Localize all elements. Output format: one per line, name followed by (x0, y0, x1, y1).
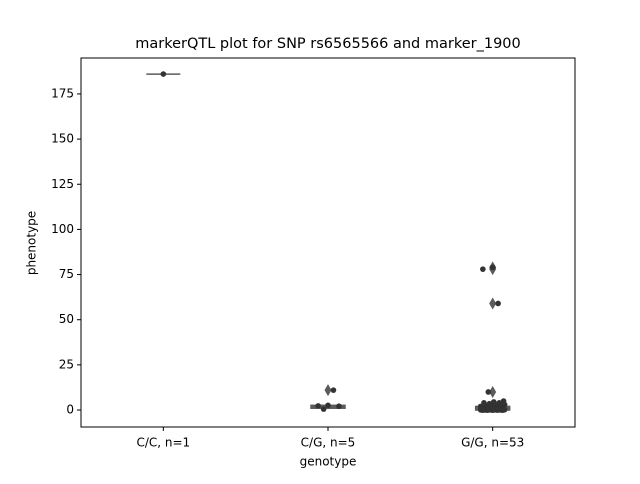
x-axis-label: genotype (300, 455, 357, 469)
strip-point (325, 403, 331, 409)
strip-point (336, 403, 342, 409)
strip-point (490, 265, 496, 271)
strip-point (491, 407, 497, 413)
y-tick-label: 125 (51, 177, 74, 191)
y-tick-label: 100 (51, 222, 74, 236)
chart-title: markerQTL plot for SNP rs6565566 and mar… (135, 36, 521, 52)
chart: markerQTL plot for SNP rs6565566 and mar… (0, 0, 640, 480)
y-tick-label: 50 (59, 312, 74, 326)
y-tick-label: 175 (51, 86, 74, 100)
flier (489, 297, 496, 309)
flier (325, 384, 332, 396)
y-tick-label: 150 (51, 132, 74, 146)
y-axis-label: phenotype (25, 211, 39, 275)
y-tick-label: 75 (59, 267, 74, 281)
strip-point (480, 266, 486, 272)
strip-point (486, 389, 492, 395)
strip-point (501, 407, 507, 413)
strip-point (315, 403, 321, 409)
strip-point (331, 387, 337, 393)
x-tick-label: C/G, n=5 (301, 436, 356, 450)
y-tick-label: 0 (66, 403, 74, 417)
strip-point (481, 407, 487, 413)
x-tick-label: G/G, n=53 (461, 436, 524, 450)
plot-frame (81, 58, 575, 427)
strip-point (161, 71, 167, 77)
y-tick-label: 25 (59, 357, 74, 371)
x-tick-label: C/C, n=1 (136, 436, 190, 450)
strip-point (495, 301, 501, 307)
strip-point (321, 406, 327, 412)
